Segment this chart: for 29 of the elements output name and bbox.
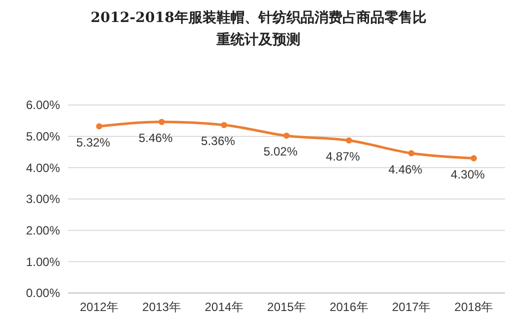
data-label: 5.02% [263, 144, 298, 159]
data-label: 4.87% [326, 149, 360, 164]
x-tick-label: 2018年 [454, 300, 494, 314]
x-tick-label: 2013年 [142, 300, 181, 314]
data-label: 4.30% [450, 167, 486, 182]
y-tick-label: 2.00% [26, 224, 60, 238]
y-tick-label: 3.00% [26, 192, 60, 206]
x-tick-label: 2012年 [80, 300, 119, 314]
y-tick-label: 5.00% [26, 130, 60, 144]
x-tick-label: 2014年 [204, 300, 244, 314]
point [346, 137, 352, 144]
y-tick-label: 6.00% [26, 98, 60, 112]
point [96, 123, 102, 130]
x-tick-label: 2016年 [330, 300, 368, 314]
point [158, 118, 165, 126]
data-label: 4.46% [388, 162, 423, 176]
data-label: 5.46% [138, 130, 173, 145]
y-tick-label: 1.00% [26, 254, 60, 269]
point [470, 155, 477, 162]
chart-title: 2012-2018年服装鞋帽、针纺织品消费占商品零售比重统计及预测 [90, 9, 426, 48]
x-tick-label: 2017年 [392, 300, 431, 314]
point [220, 122, 228, 128]
point [408, 150, 414, 156]
y-tick-label: 4.00% [26, 160, 60, 175]
point [283, 132, 290, 139]
y-tick-label: 0.00% [26, 286, 60, 300]
data-label: 5.36% [201, 134, 236, 148]
x-tick-label: 2015年 [267, 300, 306, 314]
data-label: 5.32% [76, 135, 111, 150]
